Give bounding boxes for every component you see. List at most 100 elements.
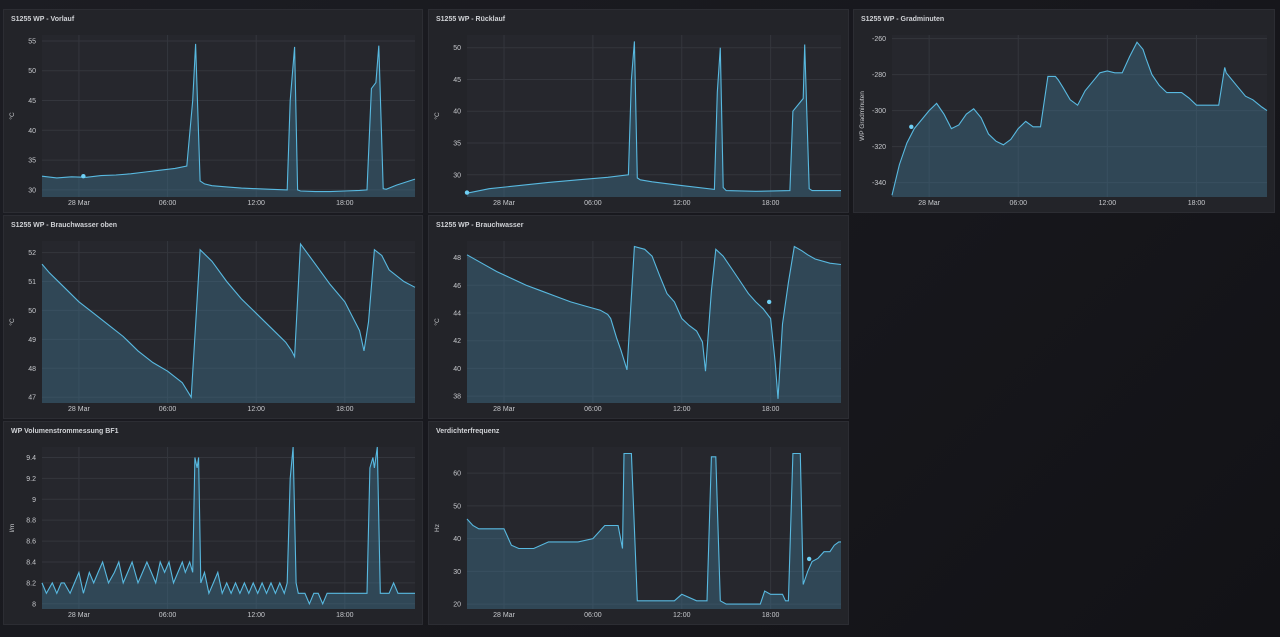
- series-line: [891, 41, 1268, 196]
- y-tick-label: 49: [28, 337, 36, 344]
- y-tick-label: 8.6: [26, 539, 36, 546]
- y-tick-label: 50: [453, 503, 461, 510]
- series-area: [467, 453, 841, 609]
- series-area: [42, 243, 415, 403]
- y-tick-label: 30: [453, 569, 461, 576]
- x-tick-label: 12:00: [673, 612, 691, 619]
- y-tick-label: 50: [28, 68, 36, 75]
- y-axis-label: Hz: [434, 524, 441, 532]
- x-tick-label: 06:00: [1009, 200, 1027, 207]
- chart-volumenstrom: 8 8.2 8.4 8.6 8.8 9 9.2 9.4 28 Mar 06:00 12:00 18:0…: [9, 446, 415, 619]
- x-tick-label: 28 Mar: [493, 200, 515, 207]
- panel-volumenstrom[interactable]: WP Volumenstrommessung BF1 8 8.2 8.4 8.6 8.8…: [3, 421, 423, 625]
- chart-vorlauf: 30 35 40 45 50 55 28 Mar 06:00 12:00 18:00 °C: [8, 35, 416, 207]
- y-axis-label: °C: [8, 112, 16, 120]
- y-tick-label: -340: [872, 180, 886, 187]
- x-tick-label: 06:00: [159, 200, 177, 207]
- y-tick-label: 52: [28, 250, 36, 257]
- x-tick-label: 12:00: [673, 200, 691, 207]
- y-tick-label: 51: [28, 279, 36, 286]
- panel-ruecklauf[interactable]: S1255 WP - Rücklauf 30 35 40 45 50 28 Mar 06:0…: [428, 9, 849, 213]
- series-line: [41, 242, 416, 399]
- panel-title[interactable]: S1255 WP - Rücklauf: [436, 16, 506, 23]
- x-tick-label: 06:00: [584, 200, 602, 207]
- y-tick-label: 40: [28, 128, 36, 135]
- x-tick-label: 12:00: [1099, 200, 1117, 207]
- y-tick-label: 9.2: [26, 476, 36, 483]
- y-tick-label: -320: [872, 144, 886, 151]
- x-tick-label: 18:00: [336, 200, 354, 207]
- plot-area: [892, 35, 1267, 197]
- series-area: [42, 43, 415, 198]
- y-tick-label: 46: [453, 283, 461, 290]
- y-tick-label: 9: [32, 497, 36, 504]
- y-tick-label: 45: [453, 77, 461, 84]
- panel-title[interactable]: S1255 WP - Brauchwasser: [436, 222, 524, 229]
- y-tick-label: -260: [872, 36, 886, 43]
- x-tick-label: 28 Mar: [918, 200, 940, 207]
- plot-area: [42, 35, 415, 197]
- y-axis-label: °C: [433, 112, 441, 120]
- plot-area: [42, 447, 415, 609]
- y-tick-label: 55: [28, 38, 36, 45]
- x-tick-label: 18:00: [1188, 200, 1206, 207]
- y-axis-label: °C: [433, 318, 441, 326]
- x-tick-label: 28 Mar: [68, 406, 90, 413]
- chart-gradminuten: -340 -320 -300 -280 -260 28 Mar 06:00 12:00 18:0…: [859, 35, 1268, 207]
- y-tick-label: -300: [872, 108, 886, 115]
- y-tick-label: 48: [453, 255, 461, 262]
- data-point-marker: [766, 299, 772, 305]
- y-tick-label: 8.8: [26, 518, 36, 525]
- y-tick-label: 30: [453, 172, 461, 179]
- y-tick-label: 50: [453, 45, 461, 52]
- y-tick-label: 8.4: [26, 559, 36, 566]
- series-line: [466, 245, 842, 399]
- panel-brauchwasser-oben[interactable]: S1255 WP - Brauchwasser oben 47 48 49 50 51 5…: [3, 215, 423, 419]
- y-tick-label: 8.2: [26, 580, 36, 587]
- series-line: [41, 446, 415, 606]
- x-tick-label: 18:00: [762, 612, 780, 619]
- x-tick-label: 12:00: [247, 406, 265, 413]
- x-tick-label: 18:00: [762, 200, 780, 207]
- panel-vorlauf[interactable]: S1255 WP - Vorlauf 30 35 40 45 50 55 28 Mar 06:…: [3, 9, 423, 213]
- series-area: [42, 447, 415, 609]
- x-tick-label: 06:00: [159, 406, 177, 413]
- series-area: [467, 246, 841, 403]
- y-axis-label: WP Gradminuten: [859, 91, 866, 141]
- panel-brauchwasser[interactable]: S1255 WP - Brauchwasser 38 40 42 44 46 48 28 M…: [428, 215, 849, 419]
- x-tick-label: 18:00: [336, 612, 354, 619]
- chart-ruecklauf: 30 35 40 45 50 28 Mar 06:00 12:00 18:00 °C: [433, 35, 841, 207]
- x-tick-label: 12:00: [247, 612, 265, 619]
- y-tick-label: 47: [28, 395, 36, 402]
- series-area: [467, 41, 841, 198]
- plot-area: [467, 241, 841, 403]
- data-point-marker: [806, 556, 812, 562]
- y-tick-label: 8: [32, 601, 36, 608]
- y-tick-label: 40: [453, 109, 461, 116]
- y-tick-label: 9.4: [26, 455, 36, 462]
- data-point-marker: [464, 190, 470, 195]
- y-tick-label: 35: [28, 158, 36, 165]
- y-axis-label: °C: [8, 318, 16, 326]
- panel-title[interactable]: S1255 WP - Brauchwasser oben: [11, 222, 118, 229]
- y-tick-label: 20: [453, 602, 461, 609]
- chart-brauchwasser: 38 40 42 44 46 48 28 Mar 06:00 12:00 18:00 °C: [433, 241, 842, 413]
- x-tick-label: 06:00: [584, 406, 602, 413]
- y-tick-label: 45: [28, 98, 36, 105]
- x-tick-label: 28 Mar: [493, 612, 515, 619]
- y-tick-label: 38: [453, 394, 461, 401]
- x-tick-label: 28 Mar: [68, 612, 90, 619]
- y-tick-label: -280: [872, 72, 886, 79]
- panel-title[interactable]: WP Volumenstrommessung BF1: [11, 428, 119, 435]
- series-area: [892, 42, 1267, 198]
- data-point-marker: [909, 124, 914, 129]
- panel-title[interactable]: Verdichterfrequenz: [436, 428, 500, 435]
- x-tick-label: 06:00: [159, 612, 177, 619]
- panel-title[interactable]: S1255 WP - Gradminuten: [861, 16, 945, 23]
- y-tick-label: 50: [28, 308, 36, 315]
- chart-brauchwasser-oben: 47 48 49 50 51 52 28 Mar 06:00 12:00 18:00 °C: [8, 241, 416, 413]
- chart-verdichterfrequenz: 20 30 40 50 60 28 Mar 06:00 12:00 18:00 Hz: [434, 447, 841, 619]
- panel-verdichterfrequenz[interactable]: Verdichterfrequenz 20 30 40 50 60 28 Mar 06:00…: [428, 421, 849, 625]
- panel-gradminuten[interactable]: S1255 WP - Gradminuten -340 -320 -300 -280-…: [853, 9, 1275, 213]
- panel-title[interactable]: S1255 WP - Vorlauf: [11, 16, 75, 23]
